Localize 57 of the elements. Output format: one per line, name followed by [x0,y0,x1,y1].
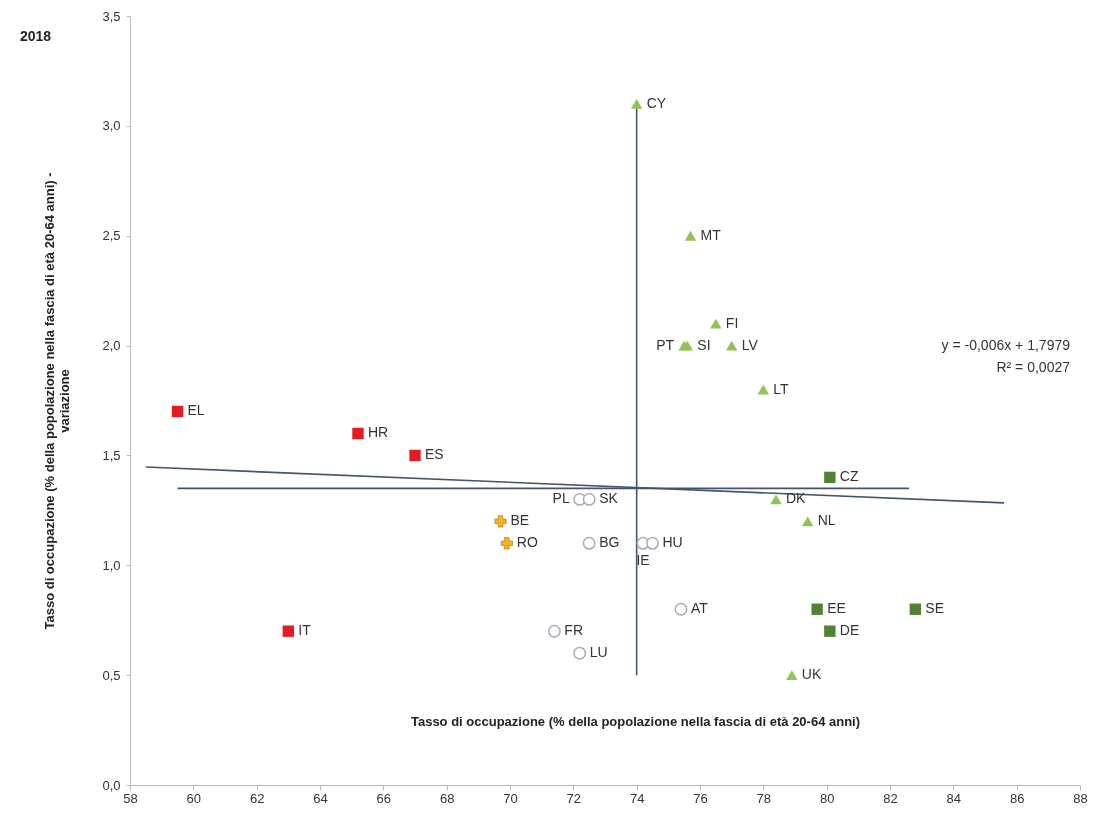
annotation: LU [589,644,608,661]
annotation: IE [636,552,650,569]
x-tick-label: 78 [756,790,772,806]
x-tick-label: 60 [186,790,202,806]
y-tick-label: 1,5 [102,447,121,463]
x-tick-label: 74 [629,790,645,806]
annotation: SI [697,336,711,353]
x-axis-title: Tasso di occupazione (% della popolazione nella fascia di età 20-64 anni) [410,713,861,729]
annotation: BE [510,512,530,529]
annotation: RO [516,534,538,551]
x-tick-label: 68 [439,790,455,806]
annotation: FR [564,622,584,639]
annotation: PT [656,336,675,353]
annotation: CZ [839,468,859,485]
annotation: MT [700,226,722,243]
annotation: NL [817,512,836,529]
x-tick-label: 80 [819,790,835,806]
x-tick-label: 88 [1073,790,1088,806]
x-tick-label: 58 [123,790,138,806]
x-tick-label: 84 [946,790,962,806]
y-tick-label: 2,0 [102,338,121,354]
annotation: R² = 0,0027 [996,359,1071,375]
annotation: ES [425,446,444,463]
y-tick-label: 1,0 [102,557,121,573]
annotation: SK [599,490,619,507]
annotation: LV [741,336,759,353]
y-tick-label: 2,5 [102,228,121,244]
x-tick-label: 66 [376,790,392,806]
annotation: AT [691,600,709,617]
y-tick-label: 3,0 [102,118,121,134]
y-tick-label: 0,0 [102,777,121,793]
x-tick-label: 76 [693,790,708,806]
annotation: EE [827,600,846,617]
y-axis-title: Tasso di occupazione (% della popolazione nella fascia di età 20-64 anni) - variazione [42,172,73,630]
text: 2018 [20,28,52,44]
annotation: LT [773,380,790,397]
annotation: HR [368,424,389,441]
annotation: BG [599,534,620,551]
x-tick-label: 62 [249,790,265,806]
annotation: EL [187,402,205,419]
annotation: UK [801,666,822,683]
annotation: y = -0,006x + 1,7979 [941,337,1071,353]
annotation: IT [298,622,312,639]
x-tick-label: 72 [566,790,582,806]
annotation: CY [646,94,667,111]
annotation: HU [662,534,683,551]
annotation: PL [552,490,570,507]
annotation: DK [786,490,807,507]
x-tick-label: 70 [503,790,518,806]
x-tick-label: 64 [313,790,328,806]
annotation: SE [925,600,945,617]
x-tick-label: 86 [1009,790,1025,806]
y-tick-label: 3,5 [102,8,121,24]
annotation: FI [725,314,739,331]
annotation: DE [839,622,860,639]
y-tick-label: 0,5 [102,667,121,683]
x-tick-label: 82 [883,790,898,806]
